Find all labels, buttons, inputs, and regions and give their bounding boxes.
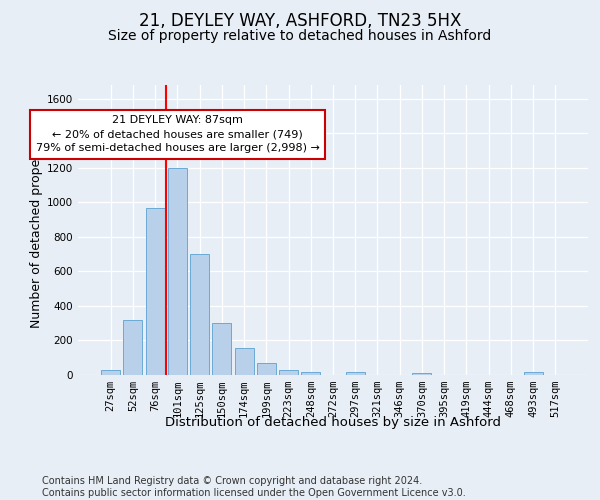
Bar: [279, 370, 298, 375]
Bar: [146, 208, 164, 375]
Y-axis label: Number of detached properties: Number of detached properties: [30, 132, 43, 328]
Bar: [412, 374, 431, 375]
Bar: [190, 254, 209, 375]
Bar: [257, 363, 276, 375]
Text: Distribution of detached houses by size in Ashford: Distribution of detached houses by size …: [165, 416, 501, 429]
Text: 21 DEYLEY WAY: 87sqm
← 20% of detached houses are smaller (749)
79% of semi-deta: 21 DEYLEY WAY: 87sqm ← 20% of detached h…: [35, 116, 319, 154]
Bar: [524, 372, 542, 375]
Text: 21, DEYLEY WAY, ASHFORD, TN23 5HX: 21, DEYLEY WAY, ASHFORD, TN23 5HX: [139, 12, 461, 30]
Text: Size of property relative to detached houses in Ashford: Size of property relative to detached ho…: [109, 29, 491, 43]
Text: Contains HM Land Registry data © Crown copyright and database right 2024.
Contai: Contains HM Land Registry data © Crown c…: [42, 476, 466, 498]
Bar: [301, 372, 320, 375]
Bar: [346, 372, 365, 375]
Bar: [235, 348, 254, 375]
Bar: [101, 370, 120, 375]
Bar: [212, 323, 231, 375]
Bar: [124, 320, 142, 375]
Bar: [168, 168, 187, 375]
